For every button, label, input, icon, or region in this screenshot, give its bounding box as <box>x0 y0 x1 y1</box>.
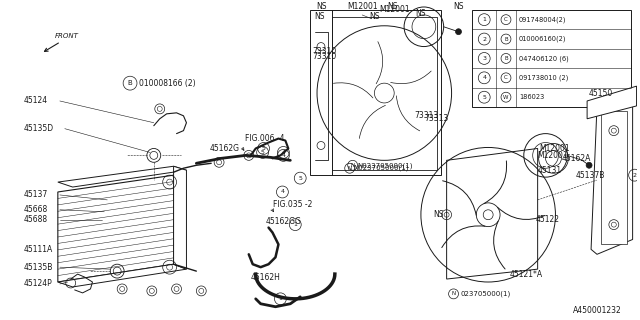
Text: 5: 5 <box>483 95 486 100</box>
Text: NS: NS <box>314 12 324 21</box>
Text: 047406120 (6): 047406120 (6) <box>519 55 568 62</box>
Text: 3: 3 <box>482 56 486 61</box>
Text: 45162H: 45162H <box>251 273 280 282</box>
Bar <box>472 10 630 107</box>
Bar <box>310 10 441 175</box>
Text: M12001: M12001 <box>380 5 410 14</box>
Text: N023705000(1): N023705000(1) <box>358 162 413 169</box>
Circle shape <box>586 162 592 168</box>
Bar <box>601 111 627 244</box>
Text: 5: 5 <box>262 146 266 151</box>
Polygon shape <box>173 166 186 269</box>
Text: 45111A: 45111A <box>23 245 52 254</box>
Text: 73310: 73310 <box>312 47 337 56</box>
Text: NS: NS <box>387 3 398 12</box>
Text: N: N <box>451 292 456 296</box>
Text: 023705000(1): 023705000(1) <box>460 291 511 297</box>
Text: 73313: 73313 <box>414 111 438 120</box>
Text: 4: 4 <box>280 189 284 195</box>
Polygon shape <box>587 86 637 119</box>
Text: B: B <box>504 56 508 61</box>
Polygon shape <box>58 175 173 282</box>
Text: FIG.006 -4: FIG.006 -4 <box>245 134 284 143</box>
Text: B: B <box>128 80 132 86</box>
Text: N: N <box>348 166 352 171</box>
Text: 45124P: 45124P <box>23 279 52 289</box>
Text: 45688: 45688 <box>23 215 47 224</box>
Text: 2: 2 <box>632 173 637 178</box>
Text: 73310: 73310 <box>312 52 337 61</box>
Text: 45121*A: 45121*A <box>510 269 543 279</box>
Polygon shape <box>58 166 186 187</box>
Text: N: N <box>351 163 355 168</box>
Polygon shape <box>591 91 632 254</box>
Text: 1: 1 <box>293 222 297 227</box>
Text: 45162A: 45162A <box>561 154 591 163</box>
Text: NS: NS <box>369 12 380 21</box>
Polygon shape <box>58 264 186 287</box>
Text: 45131: 45131 <box>538 166 562 175</box>
Text: NS: NS <box>316 3 326 12</box>
Text: C: C <box>504 17 508 22</box>
Text: FRONT: FRONT <box>55 33 79 39</box>
Text: 45135B: 45135B <box>23 263 52 272</box>
Text: 45124: 45124 <box>23 96 47 106</box>
Text: B: B <box>504 36 508 42</box>
Text: 1: 1 <box>278 296 282 301</box>
Text: NS: NS <box>433 210 444 219</box>
Text: 186023: 186023 <box>519 94 544 100</box>
Text: 45150: 45150 <box>589 89 613 98</box>
Text: 45162GG: 45162GG <box>266 217 301 226</box>
Text: NS: NS <box>454 3 464 12</box>
Text: 091748004(2): 091748004(2) <box>519 16 566 23</box>
Text: 4: 4 <box>282 150 285 155</box>
Text: 1: 1 <box>483 17 486 22</box>
Text: 091738010 (2): 091738010 (2) <box>519 75 568 81</box>
Text: 5: 5 <box>260 150 264 155</box>
Text: 010008166 (2): 010008166 (2) <box>139 79 196 88</box>
Text: M12001: M12001 <box>538 151 568 160</box>
Polygon shape <box>447 148 538 279</box>
Text: W: W <box>503 95 509 100</box>
Text: 010006160(2): 010006160(2) <box>519 36 566 42</box>
Text: 45668: 45668 <box>23 205 47 214</box>
Text: 45162G: 45162G <box>209 144 239 153</box>
Text: M12001: M12001 <box>540 144 570 153</box>
Text: FIG.035 -2: FIG.035 -2 <box>273 200 312 209</box>
Text: C: C <box>504 75 508 80</box>
Text: A450001232: A450001232 <box>573 306 621 315</box>
Text: 45122: 45122 <box>536 215 559 224</box>
Text: M12001: M12001 <box>348 3 378 12</box>
Text: 73313: 73313 <box>424 114 448 123</box>
Text: 45137B: 45137B <box>575 171 605 180</box>
Text: 45137: 45137 <box>23 190 47 199</box>
Text: 4: 4 <box>282 153 285 158</box>
Text: N023705000(1): N023705000(1) <box>354 165 409 172</box>
Text: 2: 2 <box>482 36 486 42</box>
Text: 45135D: 45135D <box>23 124 53 133</box>
Circle shape <box>456 29 461 35</box>
Text: NS: NS <box>415 9 426 19</box>
Text: 5: 5 <box>298 176 302 180</box>
Text: 4: 4 <box>482 75 486 80</box>
